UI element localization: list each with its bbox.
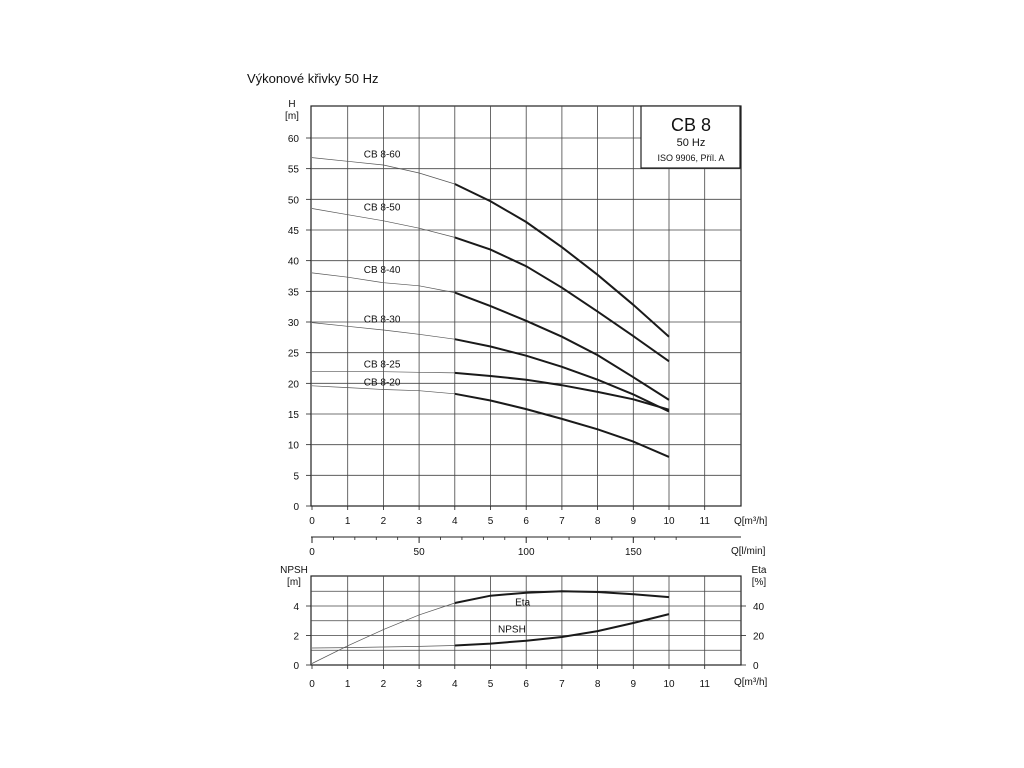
lower-x-tick-label: 11 xyxy=(700,679,711,690)
x-tick-label: 7 xyxy=(559,516,565,527)
chart-note: ISO 9906, Příl. A xyxy=(657,153,724,163)
secondary-x-axis-label: Q[l/min] xyxy=(731,546,766,557)
y-tick-label: 40 xyxy=(288,257,300,268)
x-tick-label: 10 xyxy=(663,516,675,527)
eta-curve-thin xyxy=(311,602,455,664)
curve-cb-8-40-thin xyxy=(311,272,455,293)
chart-subtitle: 50 Hz xyxy=(677,137,706,149)
npsh-series-label: NPSH xyxy=(498,625,526,636)
series-label: CB 8-30 xyxy=(364,314,401,325)
eta-axis-name: Eta xyxy=(751,565,766,576)
main-chart-labels: 0 1 2 3 4 5 6 7 8 9 10 11051015202530354045505560CB… xyxy=(288,134,710,527)
npsh-tick-label: 0 xyxy=(293,661,299,672)
eta-tick-label: 40 xyxy=(753,602,765,613)
main-chart-curves xyxy=(311,157,670,458)
page-title: Výkonové křivky 50 Hz xyxy=(247,71,379,86)
y-tick-label: 0 xyxy=(293,502,299,513)
x-axis-label: Q[m³/h] xyxy=(734,516,768,527)
series-label: CB 8-40 xyxy=(364,265,401,276)
y-tick-label: 10 xyxy=(288,441,300,452)
y-tick-label: 60 xyxy=(288,134,300,145)
npsh-tick-label: 4 xyxy=(293,602,299,613)
lower-x-tick-label: 6 xyxy=(523,679,529,690)
lower-x-tick-label: 0 xyxy=(309,679,315,690)
lower-x-tick-label: 1 xyxy=(345,679,351,690)
x-tick-label: 2 xyxy=(381,516,387,527)
npsh-tick-label: 2 xyxy=(293,632,299,643)
eta-tick-label: 0 xyxy=(753,661,759,672)
x-tick-label: 11 xyxy=(700,516,711,527)
curve-cb-8-40 xyxy=(454,291,670,401)
x-tick-label: 1 xyxy=(345,516,351,527)
eta-tick-label: 20 xyxy=(753,632,765,643)
y-tick-label: 50 xyxy=(288,195,300,206)
secondary-tick-label: 50 xyxy=(414,547,426,558)
y-tick-label: 15 xyxy=(288,410,300,421)
y-tick-label: 35 xyxy=(288,287,300,298)
eta-axis-unit: [%] xyxy=(752,577,767,588)
secondary-tick-label: 150 xyxy=(625,547,642,558)
curve-cb-8-60 xyxy=(454,183,670,338)
lower-x-tick-label: 8 xyxy=(595,679,601,690)
secondary-tick-label: 0 xyxy=(309,547,315,558)
npsh-axis-name: NPSH xyxy=(280,565,308,576)
x-tick-label: 4 xyxy=(452,516,458,527)
lower-x-tick-label: 2 xyxy=(381,679,387,690)
npsh-axis-unit: [m] xyxy=(287,577,301,588)
series-label: CB 8-20 xyxy=(364,378,401,389)
x-tick-label: 3 xyxy=(416,516,422,527)
x-tick-label: 0 xyxy=(309,516,315,527)
curve-cb-8-50-thin xyxy=(311,208,455,238)
x-tick-label: 8 xyxy=(595,516,601,527)
npsh-curve xyxy=(454,613,670,647)
series-label: CB 8-25 xyxy=(364,360,401,371)
chart-title-box: CB 8 50 Hz ISO 9906, Příl. A xyxy=(640,105,741,169)
y-tick-label: 25 xyxy=(288,349,300,360)
curve-cb-8-30 xyxy=(454,338,670,413)
series-label: CB 8-50 xyxy=(364,203,401,214)
secondary-x-axis: 0 50 100 150 xyxy=(309,536,741,558)
curve-cb-8-50 xyxy=(454,236,670,363)
y-tick-label: 5 xyxy=(293,471,299,482)
curve-cb-8-25-thin xyxy=(312,371,455,374)
curve-cb-8-25 xyxy=(454,371,670,411)
lower-x-tick-label: 9 xyxy=(631,679,637,690)
lower-chart-curves xyxy=(311,590,670,664)
lower-x-tick-label: 5 xyxy=(488,679,494,690)
y-tick-label: 55 xyxy=(288,165,300,176)
y-tick-label: 20 xyxy=(288,379,300,390)
series-label: CB 8-60 xyxy=(364,149,401,160)
lower-x-axis-label: Q[m³/h] xyxy=(734,677,768,688)
chart-title: CB 8 xyxy=(671,115,711,135)
x-tick-label: 5 xyxy=(488,516,494,527)
lower-chart-grid xyxy=(306,575,746,669)
npsh-curve-thin xyxy=(311,645,455,649)
lower-x-tick-label: 4 xyxy=(452,679,458,690)
eta-series-label: Eta xyxy=(515,598,530,609)
curve-cb-8-20 xyxy=(454,392,670,458)
eta-curve xyxy=(454,590,670,604)
lower-x-tick-label: 10 xyxy=(663,679,675,690)
x-tick-label: 9 xyxy=(631,516,637,527)
secondary-tick-label: 100 xyxy=(518,547,535,558)
curve-cb-8-60-thin xyxy=(311,157,455,185)
y-axis-unit: [m] xyxy=(285,111,299,122)
y-axis-name: H xyxy=(288,99,295,110)
curve-cb-8-20-thin xyxy=(311,385,455,395)
lower-x-tick-label: 7 xyxy=(559,679,565,690)
lower-x-tick-label: 3 xyxy=(416,679,422,690)
y-tick-label: 30 xyxy=(288,318,300,329)
y-tick-label: 45 xyxy=(288,226,300,237)
curve-cb-8-30-thin xyxy=(311,322,455,340)
x-tick-label: 6 xyxy=(523,516,529,527)
